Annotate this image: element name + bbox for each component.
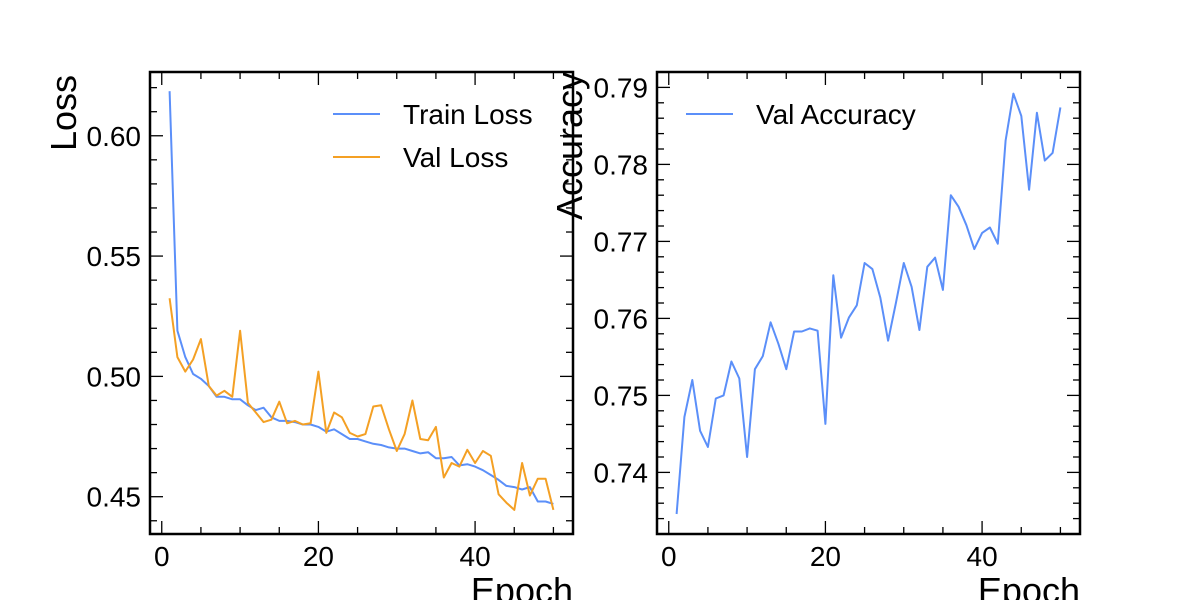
loss-y-tick-label: 0.50 bbox=[87, 361, 142, 392]
accuracy-y-axis-title: Accuracy bbox=[549, 72, 590, 220]
accuracy-plot-area bbox=[675, 92, 1062, 515]
loss-y-tick-label: 0.45 bbox=[87, 482, 142, 513]
loss-legend: Train Loss Val Loss bbox=[333, 99, 533, 173]
accuracy-x-tick-label: 20 bbox=[810, 541, 841, 572]
accuracy-y-tick-label: 0.78 bbox=[594, 149, 649, 180]
loss-x-tick-label: 0 bbox=[154, 541, 170, 572]
accuracy-series-line-0 bbox=[675, 92, 1062, 515]
loss-panel: Loss Epoch Train Loss Val Loss 0 20 40 0.45 0… bbox=[43, 70, 575, 600]
accuracy-y-tick-label: 0.77 bbox=[594, 226, 649, 257]
accuracy-x-axis-title: Epoch bbox=[978, 570, 1080, 600]
accuracy-y-tick-label: 0.75 bbox=[594, 380, 649, 411]
loss-x-tick-label: 20 bbox=[303, 541, 334, 572]
accuracy-x-tick-label: 40 bbox=[967, 541, 998, 572]
accuracy-x-tick-label: 0 bbox=[661, 541, 677, 572]
accuracy-y-tick-label: 0.76 bbox=[594, 303, 649, 334]
loss-legend-label-0: Train Loss bbox=[403, 99, 533, 130]
loss-x-axis-title: Epoch bbox=[471, 570, 573, 600]
accuracy-y-tick-label: 0.79 bbox=[594, 72, 649, 103]
accuracy-panel: Accuracy Epoch Val Accuracy 0 20 40 0.74 0.7… bbox=[549, 70, 1082, 600]
loss-y-tick-label: 0.55 bbox=[87, 241, 142, 272]
loss-series-line-1 bbox=[168, 298, 555, 511]
accuracy-legend-label-0: Val Accuracy bbox=[756, 99, 916, 130]
accuracy-legend: Val Accuracy bbox=[686, 99, 916, 130]
loss-y-axis-title: Loss bbox=[43, 75, 84, 151]
loss-axes-frame bbox=[148, 70, 575, 536]
accuracy-y-tick-label: 0.74 bbox=[594, 457, 649, 488]
loss-plot-area bbox=[168, 91, 555, 511]
loss-legend-label-1: Val Loss bbox=[403, 142, 508, 173]
loss-x-tick-label: 40 bbox=[460, 541, 491, 572]
loss-series-line-0 bbox=[168, 91, 554, 505]
loss-y-tick-label: 0.60 bbox=[87, 121, 142, 152]
